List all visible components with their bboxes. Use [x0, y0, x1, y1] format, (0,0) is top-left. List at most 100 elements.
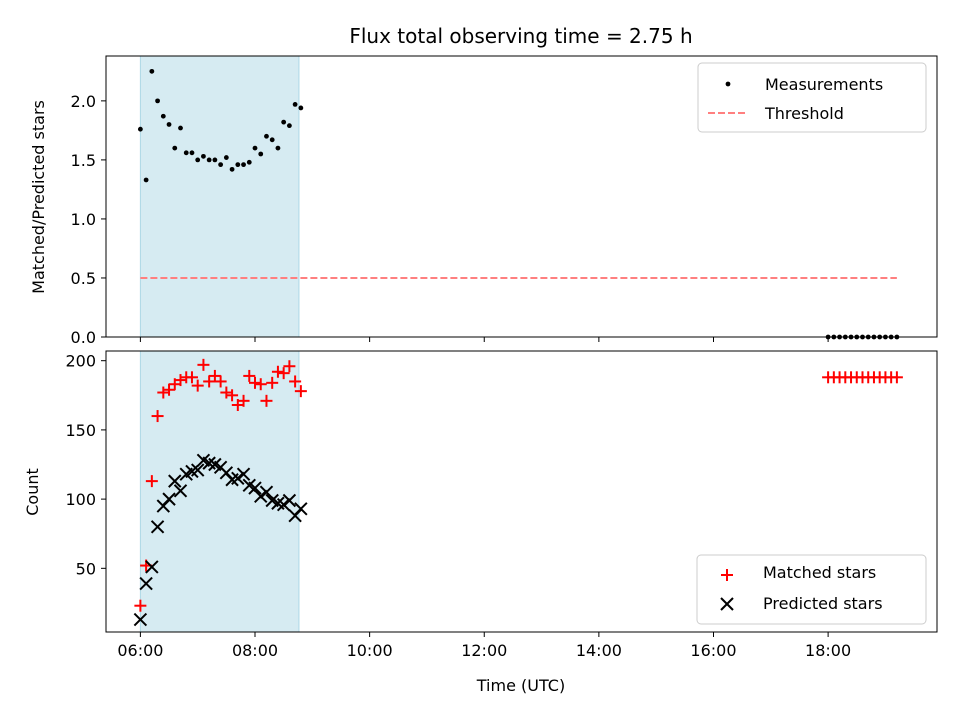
- measurements-point: [137, 126, 143, 132]
- predicted-stars-point: [150, 520, 165, 534]
- measurements-point: [166, 122, 172, 127]
- predicted-stars-point: [259, 485, 274, 499]
- matched-stars-point: [203, 375, 216, 388]
- measurements-point: [229, 166, 235, 172]
- measurements-point: [269, 137, 275, 143]
- measurements-point: [143, 177, 149, 183]
- y-tick-label: 0.0: [71, 328, 96, 347]
- x-tick-label: 14:00: [576, 641, 622, 660]
- measurements-point: [264, 133, 269, 139]
- matched-stars-point: [283, 360, 296, 373]
- measurements-point: [286, 123, 292, 129]
- y-tick-label: 200: [65, 352, 96, 371]
- measurements-point: [178, 125, 183, 131]
- predicted-stars-point: [231, 471, 245, 486]
- top-axes: 0.00.51.01.52.0 Matched/Predicted stars …: [29, 55, 938, 347]
- x-tick-label: 08:00: [232, 641, 278, 660]
- x-tick-label: 12:00: [461, 641, 507, 660]
- predicted-stars-point: [282, 493, 297, 508]
- matched-stars-point: [197, 358, 210, 371]
- matched-stars-point: [214, 375, 227, 388]
- matched-stars-point: [254, 378, 267, 391]
- measurements-point: [206, 157, 212, 163]
- measurements-point: [235, 162, 241, 168]
- predicted-stars-point: [133, 612, 148, 627]
- top-axes-frame: [105, 55, 938, 338]
- predicted-stars-point: [139, 576, 153, 591]
- bottom-y-axis-label: Count: [23, 468, 42, 516]
- measurements-point: [189, 150, 195, 156]
- matched-stars-point: [277, 367, 290, 380]
- matched-stars-point: [185, 371, 198, 384]
- matched-stars-point: [266, 376, 279, 389]
- y-tick-label: 50: [76, 559, 96, 578]
- measurements-point: [195, 157, 201, 163]
- legend-matched-marker: [721, 569, 733, 581]
- measurements-point: [212, 157, 218, 163]
- legend-measurements-label: Measurements: [765, 75, 883, 94]
- legend-measurements-marker: [725, 81, 731, 87]
- bottom-axes-frame: [105, 350, 938, 633]
- chart-title: Flux total observing time = 2.75 h: [349, 24, 692, 48]
- matched-stars-point: [226, 389, 239, 402]
- observing-span: [139, 350, 300, 633]
- measurements-point: [149, 68, 155, 74]
- predicted-stars-point: [276, 497, 291, 512]
- predicted-stars-point: [145, 560, 159, 574]
- y-tick-label: 0.5: [71, 269, 96, 288]
- measurements-point: [172, 145, 178, 151]
- legend-predicted-marker: [720, 597, 734, 611]
- top-y-axis-label: Matched/Predicted stars: [29, 100, 48, 294]
- measurements-point: [218, 162, 224, 168]
- matched-stars-point: [191, 379, 204, 392]
- legend-predicted-label: Predicted stars: [763, 594, 883, 613]
- matched-stars-point: [289, 375, 302, 388]
- predicted-stars-point: [190, 463, 205, 477]
- measurements-point: [298, 105, 304, 111]
- legend-matched-label: Matched stars: [763, 563, 876, 582]
- x-tick-label: 10:00: [347, 641, 393, 660]
- predicted-stars-point: [294, 502, 308, 516]
- y-tick-label: 150: [65, 421, 96, 440]
- measurements-point: [201, 153, 206, 159]
- matched-stars-point: [249, 376, 262, 389]
- matched-stars-point: [220, 386, 233, 399]
- matched-stars-point: [294, 385, 307, 398]
- y-tick-label: 1.5: [71, 151, 96, 170]
- measurements-point: [183, 150, 189, 156]
- matched-stars-point: [890, 371, 903, 384]
- x-tick-label: 18:00: [805, 641, 851, 660]
- predicted-stars-point: [248, 481, 262, 495]
- matched-stars-point: [174, 374, 187, 387]
- top-legend: Measurements Threshold: [697, 62, 927, 133]
- x-tick-label: 16:00: [690, 641, 736, 660]
- matched-stars-point: [260, 394, 273, 407]
- matched-stars-point: [163, 383, 176, 396]
- measurements-point: [223, 155, 229, 160]
- matched-stars-point: [157, 386, 170, 399]
- matched-stars-point: [134, 599, 147, 612]
- bottom-legend: Matched stars Predicted stars: [696, 554, 927, 625]
- y-tick-label: 2.0: [71, 92, 96, 111]
- y-tick-label: 100: [65, 490, 96, 509]
- observing-span: [139, 55, 300, 338]
- predicted-stars-point: [162, 492, 176, 506]
- x-tick-label: 06:00: [117, 641, 163, 660]
- matched-stars-point: [237, 394, 250, 407]
- measurements-point: [160, 113, 166, 119]
- measurements-point: [241, 162, 246, 168]
- matched-stars-point: [271, 365, 284, 378]
- matched-stars-point: [145, 475, 158, 488]
- measurements-point: [275, 145, 281, 151]
- bottom-axes: 06:00 08:00 10:00 12:00 14:00 16:00 18:00 50 10…: [23, 350, 938, 695]
- measurements-point: [258, 151, 264, 157]
- predicted-stars-point: [254, 489, 268, 504]
- predicted-stars-point: [236, 467, 251, 481]
- measurements-point: [281, 119, 287, 125]
- matched-stars-point: [151, 410, 164, 423]
- measurements-point: [155, 98, 160, 104]
- matched-stars-point: [243, 369, 256, 382]
- x-axis-label: Time (UTC): [476, 676, 565, 695]
- predicted-stars-point: [173, 484, 188, 498]
